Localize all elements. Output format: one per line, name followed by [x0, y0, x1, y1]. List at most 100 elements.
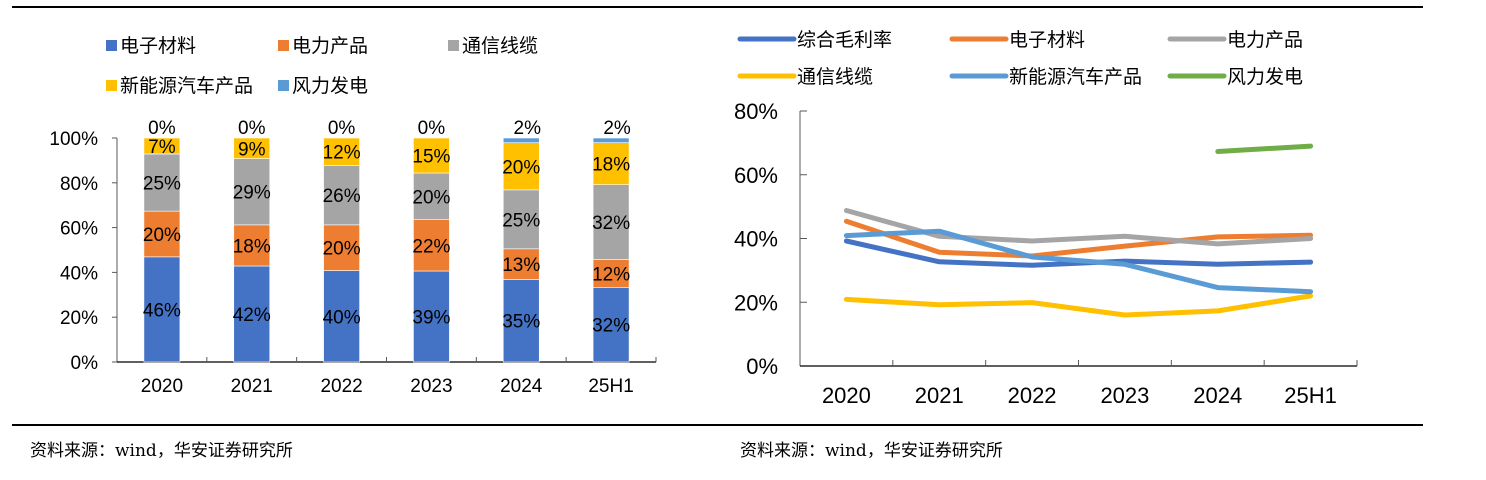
bar-segment: [323, 270, 360, 363]
data-label: 15%: [412, 147, 450, 168]
legend-label-2: 电力产品: [1227, 29, 1303, 51]
data-label: 12%: [323, 143, 361, 164]
y-tick-label: 20%: [60, 308, 98, 329]
data-label: 18%: [233, 236, 271, 257]
legend-swatch-4: [278, 80, 289, 91]
legend-label-3: 通信线缆: [797, 66, 873, 88]
series-line-4: [843, 228, 1314, 295]
data-label: 46%: [143, 300, 181, 321]
x-tick-label: 2024: [1193, 383, 1242, 408]
legend-swatch-0: [106, 40, 117, 51]
data-label: 7%: [148, 137, 176, 158]
data-label: 18%: [592, 155, 630, 176]
bar-segment: [233, 265, 271, 363]
y-tick-label: 40%: [734, 227, 778, 252]
y-tick-label: 60%: [60, 219, 98, 240]
bar-segment: [413, 172, 450, 220]
y-tick-label: 60%: [734, 163, 778, 188]
data-label: 26%: [323, 186, 361, 207]
legend-label-2: 通信线缆: [462, 35, 538, 57]
bar-segment: [143, 210, 181, 258]
data-label: 20%: [323, 239, 361, 260]
series-line-5: [1215, 143, 1314, 154]
data-label: 0%: [148, 118, 176, 139]
bottom-rule: [12, 424, 1423, 426]
legend-swatch-2: [448, 40, 459, 51]
x-tick-label: 2022: [320, 376, 362, 397]
bar-segment: [233, 158, 271, 226]
legend-label-0: 综合毛利率: [797, 29, 892, 51]
x-tick-label: 2020: [822, 383, 871, 408]
data-label: 40%: [323, 307, 361, 328]
data-label: 20%: [143, 225, 181, 246]
data-label: 0%: [328, 118, 356, 139]
data-label: 25%: [502, 210, 540, 231]
data-label: 9%: [238, 139, 266, 160]
source-note-left: 资料来源：wind，华安证券研究所: [30, 441, 293, 461]
y-tick-label: 20%: [734, 290, 778, 315]
data-label: 25%: [143, 174, 181, 195]
series-line-0: [843, 238, 1314, 268]
legend-label-4: 新能源汽车产品: [1009, 66, 1142, 88]
bar-segment: [143, 137, 181, 155]
data-label: 20%: [502, 157, 540, 178]
data-label: 2%: [514, 118, 542, 139]
data-label: 42%: [233, 305, 271, 326]
y-tick-label: 40%: [60, 263, 98, 284]
top-rule: [12, 6, 1423, 8]
bar-segment: [413, 219, 450, 272]
data-label: 20%: [412, 187, 450, 208]
bar-segment: [592, 137, 630, 143]
legend-label-5: 风力发电: [1227, 66, 1303, 88]
data-label: 39%: [412, 308, 450, 329]
series-line-1: [843, 218, 1314, 259]
data-label: 35%: [502, 312, 540, 333]
bar-segment: [502, 142, 540, 191]
x-tick-label: 2023: [410, 376, 452, 397]
bar-segment: [323, 137, 360, 166]
bar-segment: [413, 137, 450, 174]
source-note-right: 资料来源：wind，华安证券研究所: [740, 441, 1003, 461]
y-tick-label: 0%: [71, 353, 99, 374]
x-tick-label: 25H1: [588, 376, 633, 397]
bar-segment: [592, 142, 630, 185]
data-label: 22%: [412, 236, 450, 257]
bar-segment: [502, 137, 540, 144]
data-label: 29%: [233, 183, 271, 204]
x-tick-label: 2022: [1008, 383, 1057, 408]
data-label: 32%: [592, 316, 630, 337]
bar-segment: [233, 224, 271, 267]
data-label: 2%: [603, 118, 631, 139]
data-label: 12%: [592, 264, 630, 285]
data-label: 32%: [592, 213, 630, 234]
bar-segment: [233, 137, 271, 159]
legend-label-3: 新能源汽车产品: [120, 75, 253, 97]
y-tick-label: 0%: [746, 354, 778, 379]
bar-segment: [502, 248, 540, 280]
legend-label-4: 风力发电: [292, 75, 368, 97]
legend-label-1: 电子材料: [1009, 29, 1085, 51]
x-tick-label: 2020: [141, 376, 183, 397]
bar-segment: [592, 259, 630, 288]
data-label: 0%: [238, 118, 266, 139]
bar-segment: [502, 189, 540, 250]
data-label: 0%: [418, 118, 446, 139]
legend-swatch-1: [278, 40, 289, 51]
x-tick-label: 25H1: [1284, 383, 1337, 408]
series-line-3: [843, 293, 1314, 318]
bar-segment: [143, 256, 181, 363]
x-tick-label: 2024: [500, 376, 543, 397]
legend-label-0: 电子材料: [120, 35, 196, 57]
x-tick-label: 2021: [231, 376, 273, 397]
y-tick-label: 100%: [49, 129, 98, 150]
data-label: 13%: [502, 255, 540, 276]
legend-label-1: 电力产品: [292, 35, 368, 57]
x-tick-label: 2023: [1100, 383, 1149, 408]
y-tick-label: 80%: [60, 174, 98, 195]
bar-segment: [502, 279, 540, 363]
x-tick-label: 2021: [915, 383, 964, 408]
y-tick-label: 80%: [734, 99, 778, 124]
legend-swatch-3: [106, 80, 117, 91]
